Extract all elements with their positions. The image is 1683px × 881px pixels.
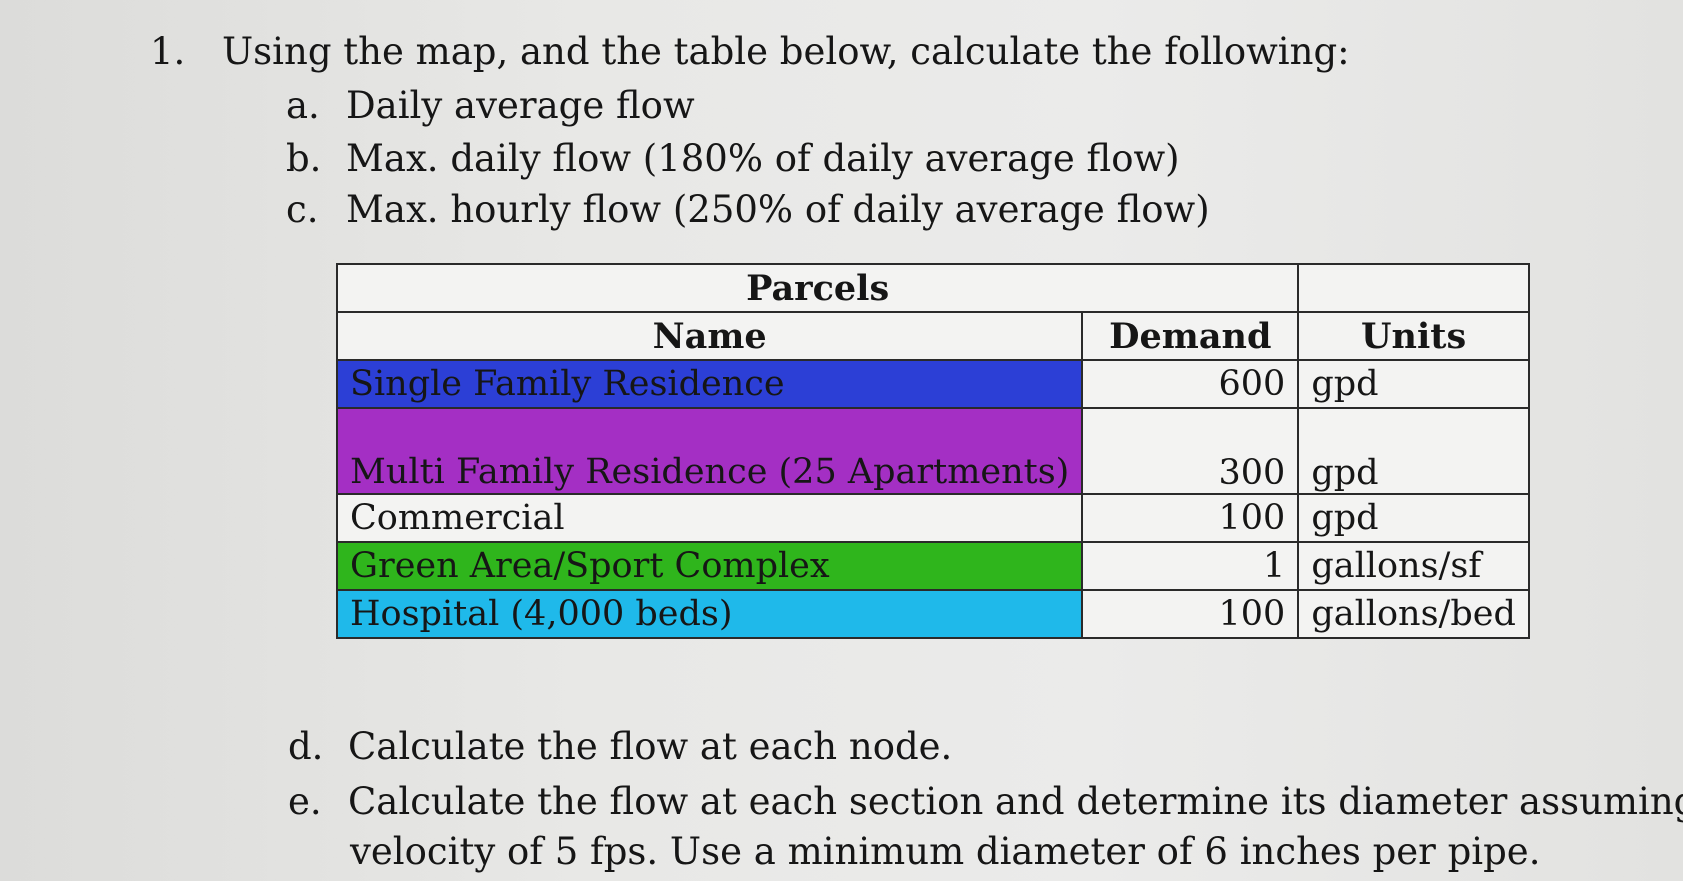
row-name-cell: Green Area/Sport Complex	[335, 541, 1084, 591]
row-demand-cell: 300	[1081, 407, 1300, 495]
table-title-row: Parcels	[335, 263, 1530, 313]
table-header-row: Name Demand Units	[335, 311, 1530, 361]
table-row: Commercial 100 gpd	[335, 493, 1530, 543]
table-row: Multi Family Residence (25 Apartments) 3…	[335, 407, 1530, 495]
row-units-cell: gpd	[1297, 407, 1530, 495]
row-units-cell: gpd	[1297, 359, 1530, 409]
item-text: Calculate the flow at each section and d…	[348, 780, 1683, 823]
table-title-empty-cell	[1297, 263, 1530, 313]
table-row: Hospital (4,000 beds) 100 gallons/bed	[335, 589, 1530, 639]
header-demand: Demand	[1081, 311, 1300, 361]
row-name-cell: Single Family Residence	[335, 359, 1084, 409]
item-text: Max. hourly flow (250% of daily average …	[346, 188, 1210, 231]
row-units-cell: gallons/bed	[1297, 589, 1530, 639]
item-letter: d.	[288, 725, 324, 768]
item-letter: e.	[288, 780, 322, 823]
question-1: 1. Using the map, and the table below, ca…	[150, 30, 1350, 73]
row-demand-cell: 1	[1081, 541, 1300, 591]
row-units-cell: gallons/sf	[1297, 541, 1530, 591]
header-units: Units	[1297, 311, 1530, 361]
item-c: c. Max. hourly flow (250% of daily averag…	[286, 188, 1210, 231]
item-a: a. Daily average flow	[286, 84, 695, 127]
row-demand-cell: 100	[1081, 589, 1300, 639]
row-name-cell: Hospital (4,000 beds)	[335, 589, 1084, 639]
item-d: d. Calculate the flow at each node.	[288, 725, 952, 768]
item-text-continued: velocity of 5 fps. Use a minimum diamete…	[350, 830, 1541, 873]
question-text: Using the map, and the table below, calc…	[222, 30, 1350, 73]
header-name: Name	[335, 311, 1084, 361]
row-name-cell: Commercial	[335, 493, 1084, 543]
item-e: e. Calculate the flow at each section and…	[288, 777, 1683, 877]
parcels-table: Parcels Name Demand Units Single Family …	[335, 263, 1530, 639]
item-text: Max. daily flow (180% of daily average f…	[346, 137, 1180, 180]
item-text: Daily average flow	[346, 84, 695, 127]
table-row: Green Area/Sport Complex 1 gallons/sf	[335, 541, 1530, 591]
item-b: b. Max. daily flow (180% of daily average…	[286, 137, 1180, 180]
question-number: 1.	[150, 30, 186, 73]
item-letter: a.	[286, 84, 320, 127]
table-row: Single Family Residence 600 gpd	[335, 359, 1530, 409]
row-demand-cell: 100	[1081, 493, 1300, 543]
item-text: Calculate the flow at each node.	[348, 725, 953, 768]
item-letter: b.	[286, 137, 322, 180]
item-letter: c.	[286, 188, 319, 231]
row-name-cell: Multi Family Residence (25 Apartments)	[335, 407, 1084, 495]
table-title: Parcels	[335, 263, 1300, 313]
row-demand-cell: 600	[1081, 359, 1300, 409]
row-units-cell: gpd	[1297, 493, 1530, 543]
